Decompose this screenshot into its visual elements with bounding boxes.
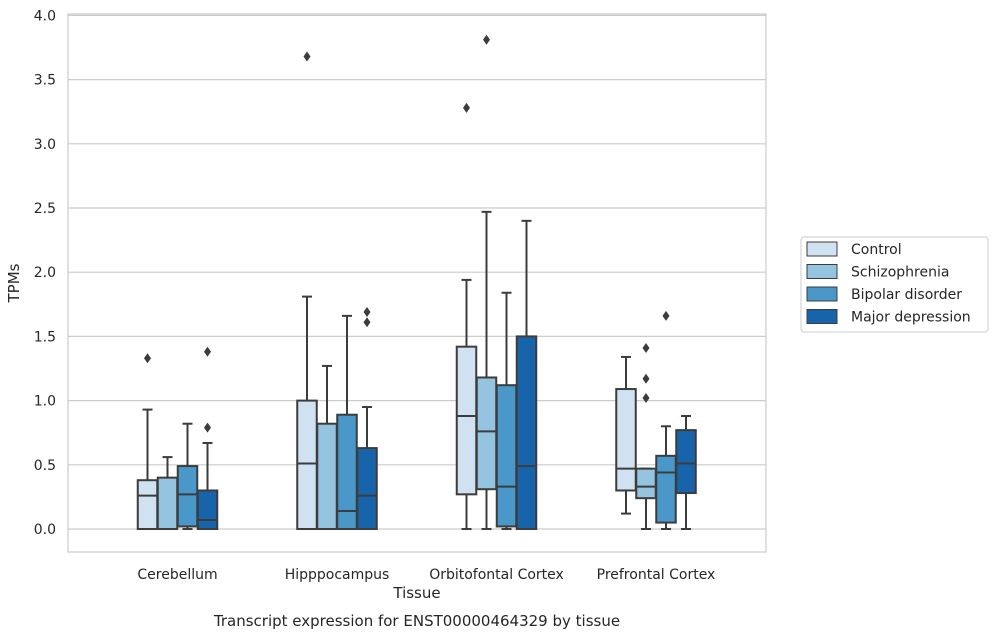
iqr-box bbox=[675, 429, 697, 495]
y-tick-label: 3.5 bbox=[34, 73, 56, 89]
iqr-box bbox=[136, 479, 159, 531]
outlier-point bbox=[662, 310, 670, 321]
iqr-box bbox=[156, 476, 179, 531]
series-major-depression bbox=[196, 219, 697, 531]
box-plot bbox=[156, 456, 179, 531]
box-plot bbox=[515, 219, 538, 530]
x-tick-label: Cerebellum bbox=[137, 567, 217, 583]
iqr-box bbox=[515, 335, 538, 530]
iqr-box bbox=[356, 447, 378, 530]
x-tick-label: Hipppocampus bbox=[285, 567, 390, 583]
box-plot bbox=[635, 342, 657, 530]
series-bipolar-disorder bbox=[176, 291, 677, 530]
box-plot bbox=[615, 355, 637, 515]
outlier-point bbox=[483, 34, 490, 45]
box-plot bbox=[495, 291, 518, 530]
iqr-box bbox=[296, 399, 318, 530]
iqr-box bbox=[196, 489, 219, 531]
box-plot bbox=[356, 307, 378, 530]
y-tick-label: 0.5 bbox=[34, 458, 56, 474]
iqr-box bbox=[635, 467, 657, 500]
y-tick-label: 2.5 bbox=[34, 201, 56, 217]
outlier-point bbox=[204, 346, 211, 357]
outlier-point bbox=[642, 393, 650, 404]
legend-box bbox=[800, 236, 989, 333]
legend-swatch bbox=[806, 309, 838, 324]
box-plot bbox=[176, 422, 199, 530]
legend-swatch bbox=[806, 286, 838, 302]
x-tick-label: Prefrontal Cortex bbox=[597, 567, 716, 583]
box-plot bbox=[655, 310, 677, 530]
y-tick-labels: 0.0 0.5 1.0 1.5 2.0 2.5 3.0 3.5 4.0 bbox=[34, 8, 56, 538]
iqr-box bbox=[455, 345, 478, 496]
iqr-box bbox=[475, 376, 498, 491]
legend-swatch bbox=[806, 264, 838, 279]
plot-frame bbox=[67, 13, 767, 553]
outlier-point bbox=[204, 422, 211, 433]
legend-swatch bbox=[806, 241, 838, 257]
outlier-point bbox=[363, 317, 371, 328]
y-axis-label: TPMs bbox=[5, 263, 23, 303]
box-plot bbox=[316, 364, 338, 531]
iqr-box bbox=[495, 384, 518, 528]
iqr-box bbox=[615, 388, 637, 492]
legend-label: Schizophrenia bbox=[851, 265, 949, 281]
outlier-point bbox=[363, 307, 371, 318]
box-plot bbox=[296, 51, 318, 530]
y-tick-label: 4.0 bbox=[34, 8, 56, 24]
legend: Control Schizophrenia Bipolar disorder Majo… bbox=[800, 236, 989, 333]
box-plot bbox=[336, 314, 358, 530]
box-plot bbox=[455, 102, 478, 530]
x-axis-label: Tissue bbox=[392, 584, 440, 602]
iqr-box bbox=[655, 454, 677, 524]
box-plot bbox=[136, 353, 159, 531]
box-plot bbox=[675, 415, 697, 530]
y-gridlines bbox=[68, 14, 766, 530]
outlier-point bbox=[642, 373, 650, 384]
legend-label: Control bbox=[851, 242, 902, 258]
box-plot bbox=[475, 34, 498, 530]
x-tick-label: Orbitofontal Cortex bbox=[429, 567, 564, 583]
box-plot bbox=[196, 346, 219, 531]
x-tick-labels: Cerebellum Hipppocampus Orbitofontal Corte… bbox=[137, 567, 715, 583]
outlier-point bbox=[144, 353, 151, 364]
outlier-point bbox=[642, 342, 650, 353]
series-control bbox=[136, 51, 637, 531]
y-tick-label: 0.0 bbox=[34, 522, 56, 538]
legend-label: Bipolar disorder bbox=[851, 287, 962, 303]
outlier-point bbox=[303, 51, 311, 62]
y-tick-label: 3.0 bbox=[34, 137, 56, 153]
y-tick-label: 1.5 bbox=[34, 329, 56, 345]
y-tick-label: 1.0 bbox=[34, 394, 56, 410]
y-tick-label: 2.0 bbox=[34, 265, 56, 281]
outlier-point bbox=[463, 102, 470, 113]
chart-caption: Transcript expression for ENST0000046432… bbox=[213, 612, 620, 630]
iqr-box bbox=[176, 465, 199, 528]
series-schizophrenia bbox=[156, 34, 657, 531]
iqr-box bbox=[316, 422, 338, 531]
box-plot-series bbox=[136, 34, 697, 531]
legend-label: Major depression bbox=[851, 310, 971, 326]
